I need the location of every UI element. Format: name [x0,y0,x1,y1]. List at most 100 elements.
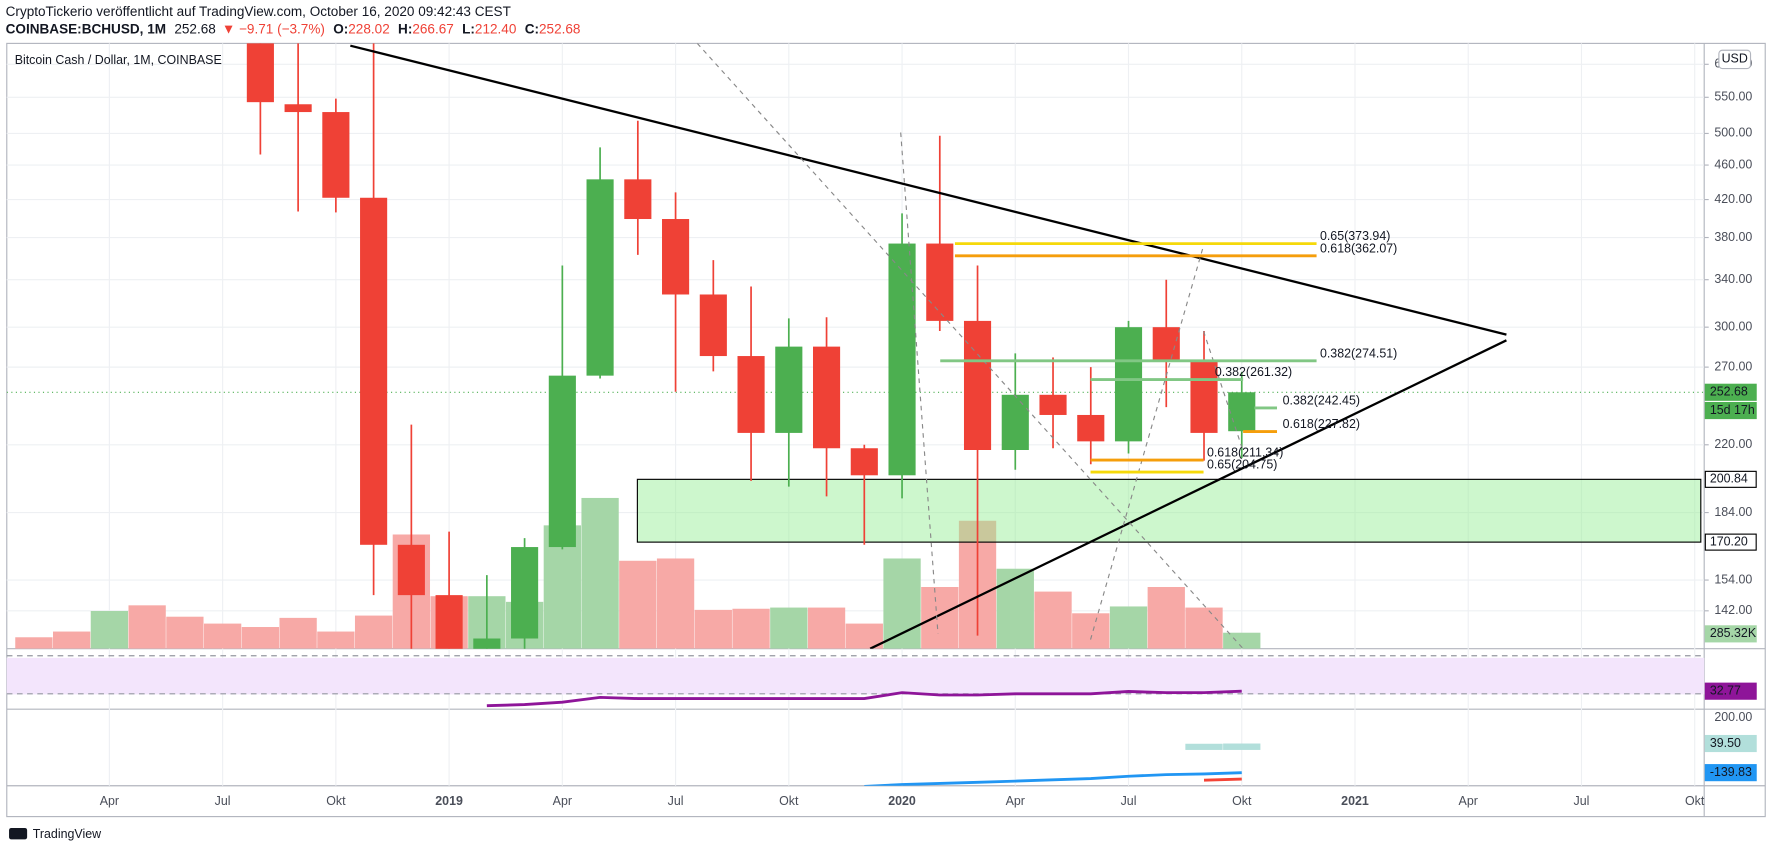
rsi-tag-box [1704,682,1757,700]
y-tick-label: 380.00 [1714,230,1752,244]
zone-high-tag-box [1704,470,1757,488]
change: ▼ −9.71 (−3.7%) [222,21,325,36]
candle-body [624,179,652,220]
x-tick-label: Apr [1006,794,1025,808]
y-tick-label: 340.00 [1714,272,1752,286]
volume-bar [694,609,732,649]
hist-tag-box [1704,734,1757,753]
chart-frame [6,42,1766,818]
candles [246,43,1256,649]
volume-bar [581,497,619,649]
brand-logo [9,828,28,840]
candle-body [737,356,765,433]
volume-bar [807,607,846,649]
macd-tag: -139.83 [1710,765,1752,779]
x-tick-label: Apr [1459,794,1478,808]
candle-body [1190,360,1218,433]
candle-body [662,219,690,295]
volume-bar [732,608,770,649]
fib-label: 0.618(227.82) [1283,417,1360,431]
macd-pane [864,743,1261,786]
x-tick-label: Jul [215,794,231,808]
candle-body [397,544,425,596]
h-key: H: [398,21,412,36]
candle-body [246,43,274,103]
candle-body [1152,327,1180,361]
volume-bar [656,558,695,649]
zone-layer [6,391,1705,543]
candle-body [548,375,576,548]
candle-body [435,595,463,649]
volume-bar [1072,613,1110,649]
y-tick-label: 300.00 [1714,319,1752,333]
x-tick-label: Jul [1121,794,1137,808]
symbol: COINBASE:BCHUSD, 1M [6,21,166,36]
o-value: 228.02 [348,21,389,36]
volume-bar [128,605,166,649]
last-price: 252.68 [174,21,215,36]
symbol-line: COINBASE:BCHUSD, 1M 252.68 ▼ −9.71 (−3.7… [6,21,581,36]
x-tick-label: Apr [553,794,572,808]
trend-line [350,44,1507,336]
trend-line [869,339,1507,649]
volume-bar [166,616,204,649]
support-zone [636,478,1702,543]
drawings [350,43,1507,649]
volume-bar [883,558,921,649]
volume-bar [15,637,53,649]
h-value: 266.67 [412,21,453,36]
volume-bar [770,607,808,649]
volume-bar [1185,607,1223,649]
y-tick-label: 550.00 [1714,90,1752,104]
candle-body [1228,392,1256,432]
y-tick-label: 270.00 [1714,359,1752,373]
volume-bar [317,631,355,649]
fib-label: 0.65(204.75) [1207,457,1277,471]
x-tick-label: Okt [779,794,799,808]
macd-tag-box [1704,764,1757,782]
series-title: Bitcoin Cash / Dollar, 1M, COINBASE [15,53,222,67]
volume-bar [90,610,129,649]
last-price-tag: 252.68 [1710,385,1748,399]
volume-bar [1109,606,1148,649]
macd-line [864,771,1242,786]
rsi-band [6,657,1705,695]
x-tick-label: 2021 [1341,794,1369,808]
c-key: C: [525,21,539,36]
x-tick-label: Okt [1232,794,1252,808]
candle-body [360,197,388,545]
candle-body [1077,414,1105,442]
candle-body [322,112,350,198]
macd-hist-bar [1185,743,1223,750]
rsi-line [486,689,1242,708]
countdown-tag-box [1704,401,1757,420]
candle-body [586,179,614,376]
candle-body [850,448,878,476]
x-tick-label: Okt [1685,794,1705,808]
macd-plot [864,743,1261,786]
candle-body [1114,327,1143,442]
volume-bar [354,615,393,649]
dashed-line [1090,245,1205,640]
axes: 600.00550.00500.00460.00420.00380.00340.… [100,57,1757,809]
candle-body [473,638,501,649]
y-tick-label: 220.00 [1714,437,1752,451]
candle-body [284,104,312,113]
candle-body [888,243,916,476]
l-value: 212.40 [475,21,517,36]
candle-body [699,294,727,357]
x-tick-label: 2019 [435,794,463,808]
brand: TradingView [9,827,102,841]
macd-tick-label: 200.00 [1714,710,1752,724]
rsi-plot [486,689,1242,708]
countdown-tag: 15d 17h [1710,403,1755,417]
volume-bar [1223,632,1261,649]
fib-levels: 0.65(373.94)0.618(362.07) 0.382(274.51) 0.… [940,229,1397,474]
zone-low-tag: 170.20 [1710,534,1748,548]
candle-body [926,243,954,321]
y-tick-label: 154.00 [1714,572,1752,586]
signal-line [1203,777,1242,782]
candle-body [1039,394,1067,415]
